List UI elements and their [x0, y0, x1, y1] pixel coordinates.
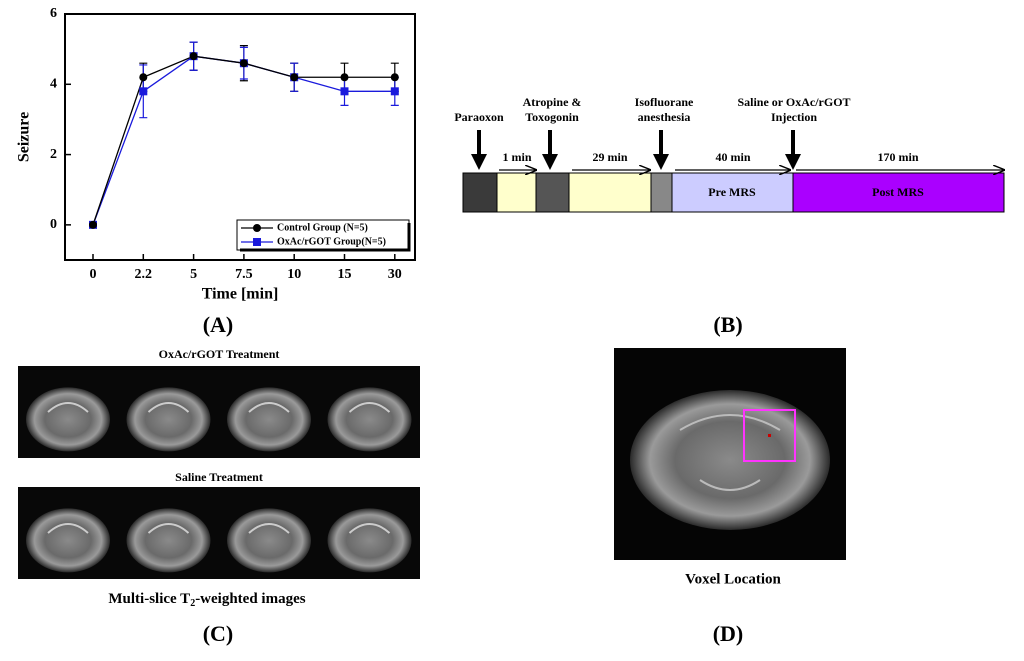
phase-label: Post MRS [872, 185, 924, 199]
event-arrow [653, 130, 669, 170]
data-point [239, 59, 248, 68]
series-line [92, 55, 395, 226]
brain-detail [47, 402, 89, 413]
y-tick-label: 4 [50, 77, 57, 92]
data-point [340, 73, 349, 82]
x-tick-label: 30 [388, 267, 402, 282]
brain-detail [348, 523, 391, 534]
brain-detail [47, 523, 89, 534]
series-line [92, 55, 395, 226]
event-label: anesthesia [638, 110, 691, 124]
segment [671, 172, 794, 213]
segment [496, 172, 537, 213]
segment [650, 172, 673, 213]
legend-shadow [240, 223, 411, 252]
duration: 1 min [502, 150, 531, 164]
panel-label: (A) [203, 312, 234, 337]
legend-marker [253, 224, 261, 232]
brain [227, 508, 311, 573]
data-point [89, 220, 97, 229]
segment [792, 172, 1005, 213]
duration: 170 min [877, 150, 918, 164]
event-label: Toxogonin [525, 110, 579, 124]
brain [126, 387, 211, 452]
y-axis-label: Seizure [16, 112, 33, 162]
duration: 40 min [715, 150, 750, 164]
brain-detail [248, 523, 290, 534]
voxel-center [768, 434, 771, 437]
x-tick-label: 0 [90, 267, 97, 282]
brain [630, 390, 830, 530]
legend-box [236, 219, 410, 251]
event-label: Atropine & [523, 95, 582, 109]
y-tick-label: 0 [50, 217, 57, 232]
mri-slices: OxAc/rGOT Treatment Saline Treatment Mul… [18, 347, 420, 646]
chart-a: Seizure Time [min] (A) 0 2 4 6 0 2.2 5 7.5 10 15 3… [16, 6, 416, 337]
timeline: (B) Pre MRS Post MRS 1 min 29 min 40 min… [454, 95, 1004, 337]
event-label: Paraoxon [454, 110, 504, 124]
legend-label: Control Group (N=5) [277, 222, 368, 233]
data-point [139, 73, 148, 82]
y-tick-label: 6 [50, 6, 57, 21]
panel-label: (C) [203, 621, 234, 646]
event-arrow [785, 130, 801, 170]
caption: Voxel Location [685, 571, 781, 587]
data-point [290, 73, 299, 82]
panel-label: (B) [713, 312, 742, 337]
event-label: Isofluorane [635, 95, 694, 109]
event-label: Saline or OxAc/rGOT [737, 95, 850, 109]
brain-detail [147, 523, 190, 534]
segment [462, 172, 498, 213]
voxel-panel: Voxel Location (D) [614, 348, 846, 646]
data-point [390, 87, 399, 96]
row-title: Saline Treatment [175, 470, 263, 484]
x-tick-label: 7.5 [235, 267, 253, 282]
legend-marker [253, 238, 261, 246]
plot-frame [64, 13, 416, 261]
x-tick-label: 2.2 [135, 267, 153, 282]
legend-label: OxAc/rGOT Group(N=5) [277, 236, 386, 247]
event-arrow [542, 130, 558, 170]
data-point [390, 73, 399, 82]
data-point [139, 87, 148, 96]
data-point [189, 52, 198, 61]
voxel-box [743, 409, 796, 462]
event-arrow [471, 130, 487, 170]
brain [126, 508, 211, 573]
phase-label: Pre MRS [708, 185, 756, 199]
brain [227, 387, 311, 452]
event-label: Injection [771, 110, 817, 124]
brain-detail [679, 414, 781, 491]
brain [26, 508, 110, 573]
brain-detail [147, 402, 190, 413]
y-tick-label: 2 [50, 147, 57, 162]
caption: Multi-slice T2-weighted images [108, 591, 305, 609]
row-title: OxAc/rGOT Treatment [159, 347, 280, 361]
brain-detail [348, 402, 391, 413]
brain [327, 508, 412, 573]
x-tick-label: 5 [190, 267, 197, 282]
x-tick-label: 15 [338, 267, 352, 282]
data-point [340, 87, 349, 96]
panel-label: (D) [713, 621, 744, 646]
x-axis-label: Time [min] [202, 286, 279, 303]
segment [568, 172, 652, 213]
x-tick-label: 10 [287, 267, 301, 282]
brain-detail [248, 402, 290, 413]
brain [327, 387, 412, 452]
segment [535, 172, 570, 213]
brain [26, 387, 110, 452]
duration: 29 min [592, 150, 627, 164]
